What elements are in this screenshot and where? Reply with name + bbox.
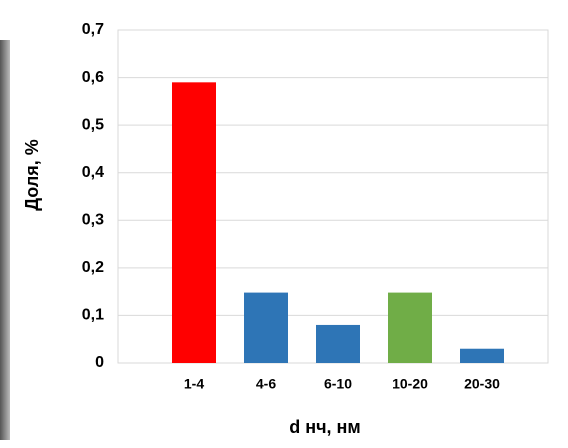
bar: [388, 293, 432, 363]
bar: [172, 82, 216, 363]
x-tick-label: 1-4: [184, 376, 204, 392]
y-axis-title: Доля, %: [22, 139, 42, 211]
x-tick-label: 4-6: [256, 376, 276, 392]
bar: [460, 349, 504, 363]
y-tick-label: 0,1: [82, 307, 104, 324]
y-tick-label: 0,3: [82, 212, 104, 229]
y-tick-label: 0,2: [82, 259, 104, 276]
bar: [244, 293, 288, 363]
bar: [316, 325, 360, 363]
y-tick-label: 0: [95, 354, 104, 371]
x-tick-label: 20-30: [464, 376, 500, 392]
x-tick-label: 10-20: [392, 376, 428, 392]
photo-strip: [0, 40, 10, 440]
x-axis-title: d нч, нм: [289, 417, 361, 437]
y-tick-label: 0,6: [82, 69, 104, 86]
y-tick-label: 0,4: [82, 164, 104, 181]
x-tick-label: 6-10: [324, 376, 352, 392]
chart: d нч, нм Доля, % 0 0,1 0,2 0,3 0,4 0,5 0,6 0,7 1…: [0, 0, 568, 448]
y-tick-label: 0,5: [82, 116, 104, 133]
y-tick-label: 0,7: [82, 21, 104, 38]
